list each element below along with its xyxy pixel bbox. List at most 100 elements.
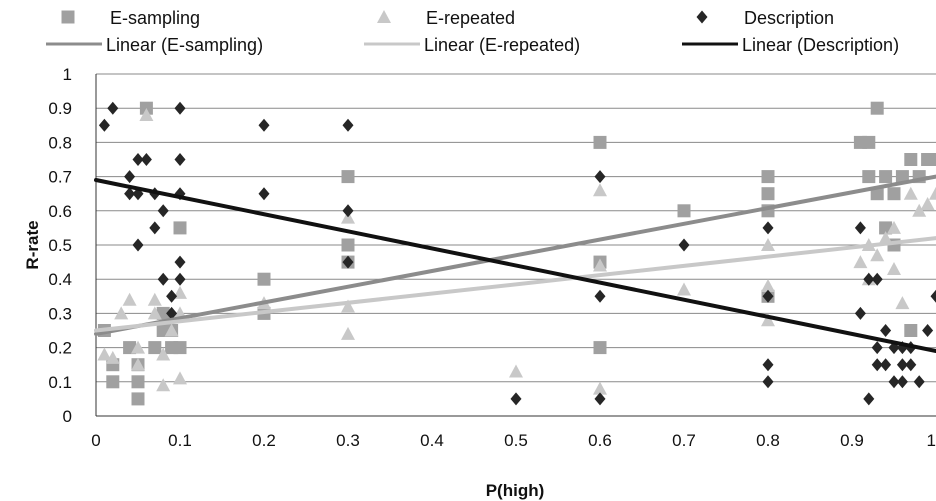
e-repeated-point — [929, 186, 936, 200]
e-sampling-point — [677, 204, 691, 218]
x-tick-label: 0.1 — [168, 431, 192, 450]
e-repeated-point — [878, 231, 893, 245]
y-tick-label: 0.3 — [48, 304, 72, 323]
description-point — [762, 375, 774, 389]
description-point — [880, 358, 892, 372]
legend-marker-e-repeated — [377, 10, 391, 23]
x-tick-label: 1 — [927, 431, 936, 450]
description-point — [871, 341, 883, 355]
e-repeated-point — [761, 238, 775, 251]
e-repeated-point — [853, 255, 868, 269]
legend-marker-description — [696, 10, 708, 24]
e-sampling-point — [895, 170, 909, 184]
e-sampling-point — [173, 341, 187, 355]
y-tick-label: 0.9 — [48, 99, 72, 118]
description-point — [863, 272, 875, 286]
description-point — [132, 238, 144, 252]
e-sampling-point — [862, 135, 876, 149]
description-point — [913, 375, 925, 389]
y-tick-label: 0 — [63, 407, 72, 426]
e-repeated-point — [122, 292, 137, 306]
description-point — [342, 255, 354, 269]
e-repeated-point — [147, 306, 162, 320]
description-point — [510, 392, 522, 406]
description-point — [342, 204, 354, 218]
e-sampling-point — [761, 187, 775, 201]
e-repeated-point — [131, 357, 145, 371]
description-point — [854, 306, 866, 320]
x-tick-label: 0.9 — [840, 431, 864, 450]
x-tick-label: 0.2 — [252, 431, 276, 450]
e-sampling-point — [173, 221, 187, 235]
e-repeated-point — [677, 282, 691, 296]
e-repeated-point — [341, 299, 355, 313]
e-repeated-point — [903, 186, 918, 200]
e-sampling-point — [887, 187, 901, 201]
legend-label-e-repeated: E-repeated — [426, 8, 515, 28]
description-point — [174, 272, 186, 286]
description-point — [922, 324, 934, 337]
description-point — [166, 306, 178, 320]
x-tick-label: 0.6 — [588, 431, 612, 450]
e-sampling-point — [870, 187, 884, 201]
description-point — [342, 118, 354, 132]
linear-e-sampling-line — [94, 174, 936, 336]
e-repeated-point — [509, 364, 523, 378]
e-sampling-point — [341, 170, 355, 184]
description-point — [149, 221, 161, 235]
e-sampling-point — [879, 170, 893, 184]
y-tick-label: 0.4 — [48, 270, 72, 289]
e-sampling-point — [929, 153, 936, 166]
description-point — [896, 375, 908, 389]
e-repeated-point — [114, 306, 129, 320]
description-point — [132, 153, 144, 166]
e-repeated-point — [887, 261, 901, 275]
linear-e-repeated-line — [94, 236, 936, 333]
e-repeated-point — [164, 323, 179, 337]
description-point — [594, 170, 606, 184]
description-point — [863, 392, 875, 406]
y-tick-label: 0.2 — [48, 339, 72, 358]
y-tick-label: 0.8 — [48, 133, 72, 152]
e-repeated-point — [341, 326, 355, 340]
description-point — [762, 358, 774, 372]
x-tick-label: 0.8 — [756, 431, 780, 450]
description-point — [124, 170, 136, 184]
description-point — [174, 153, 186, 166]
e-repeated-point — [147, 292, 162, 306]
legend-label-description: Description — [744, 8, 834, 28]
e-repeated-point — [920, 196, 935, 210]
description-point — [157, 204, 169, 218]
x-axis-title: P(high) — [486, 481, 545, 500]
y-tick-label: 0.7 — [48, 168, 72, 187]
e-repeated-point — [887, 220, 901, 234]
e-repeated-point — [105, 350, 120, 364]
e-repeated-point — [870, 248, 885, 262]
e-sampling-point — [904, 153, 918, 166]
e-repeated-point — [593, 183, 607, 197]
description-point — [888, 375, 900, 389]
description-point — [678, 238, 690, 252]
legend-label-linear-e-repeated: Linear (E-repeated) — [424, 35, 580, 55]
e-repeated-point — [761, 279, 775, 293]
e-repeated-point — [97, 347, 112, 361]
legend-marker-e-sampling — [61, 10, 75, 24]
description-point — [871, 358, 883, 372]
description-point — [880, 324, 892, 337]
description-point — [124, 187, 136, 201]
x-tick-label: 0.3 — [336, 431, 360, 450]
x-tick-label: 0.7 — [672, 431, 696, 450]
e-repeated-point — [895, 296, 910, 310]
description-point — [174, 255, 186, 269]
e-sampling-point — [257, 272, 271, 286]
e-sampling-point — [593, 341, 607, 355]
description-point — [166, 289, 178, 303]
description-point — [871, 272, 883, 286]
e-sampling-point — [131, 375, 145, 389]
plot-frame — [95, 74, 936, 417]
legend-label-linear-description: Linear (Description) — [742, 35, 899, 55]
legend-label-e-sampling: E-sampling — [110, 8, 200, 28]
y-tick-label: 0.1 — [48, 373, 72, 392]
x-tick-label: 0.5 — [504, 431, 528, 450]
